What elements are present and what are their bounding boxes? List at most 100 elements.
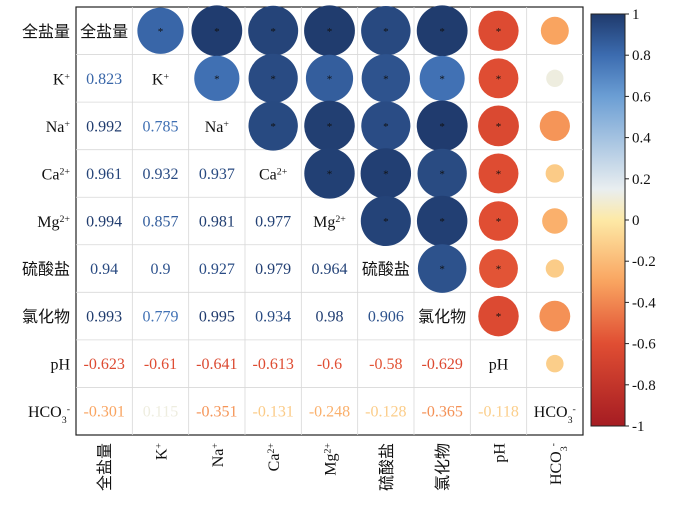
corr-value-chloride-ca: 0.934 bbox=[255, 309, 291, 326]
column-label-k: K+ bbox=[153, 443, 171, 461]
significance-marker: * bbox=[496, 26, 502, 38]
corr-value-ph-chloride: -0.629 bbox=[422, 356, 463, 373]
corr-circle-mg-ph bbox=[478, 201, 519, 241]
row-label-hco: HCO3- bbox=[28, 404, 70, 426]
corr-circle-mg-hco bbox=[542, 208, 568, 234]
diagonal-label-ca: Ca2+ bbox=[259, 166, 288, 184]
corr-value-na-k: 0.785 bbox=[143, 118, 179, 135]
corr-circle-na-hco bbox=[539, 110, 570, 141]
significance-marker: * bbox=[327, 73, 333, 85]
significance-marker: * bbox=[496, 121, 502, 133]
corr-value-hco-na: -0.351 bbox=[196, 404, 237, 421]
corr-value-ph-mg: -0.6 bbox=[317, 356, 342, 373]
corr-circle-na-sulfate bbox=[361, 101, 411, 151]
corr-circle-total-salt-sulfate bbox=[361, 6, 411, 56]
corr-value-sulfate-ca: 0.979 bbox=[255, 261, 291, 278]
colorbar-gradient bbox=[590, 13, 626, 427]
corr-circle-sulfate-chloride bbox=[417, 244, 467, 293]
significance-marker: * bbox=[270, 73, 276, 85]
corr-value-na-total-salt: 0.992 bbox=[86, 118, 122, 135]
corr-circle-k-na bbox=[194, 55, 240, 101]
corr-value-hco-k: 0.115 bbox=[143, 404, 178, 421]
corr-circle-na-mg bbox=[304, 100, 355, 152]
significance-marker: * bbox=[383, 73, 389, 85]
row-label-ph: pH bbox=[50, 357, 70, 374]
significance-marker: * bbox=[439, 26, 445, 38]
row-label-na: Na+ bbox=[46, 118, 71, 136]
row-label-mg: Mg2+ bbox=[37, 214, 70, 232]
corr-circle-total-salt-ph bbox=[478, 10, 519, 51]
diagonal-label-na: Na+ bbox=[205, 118, 230, 136]
corr-value-ca-total-salt: 0.961 bbox=[86, 166, 122, 183]
corr-circle-total-salt-k bbox=[137, 7, 184, 54]
corr-value-sulfate-total-salt: 0.94 bbox=[90, 261, 118, 278]
corr-value-chloride-total-salt: 0.993 bbox=[86, 309, 122, 326]
corr-circle-k-ca bbox=[248, 53, 298, 103]
significance-marker: * bbox=[214, 26, 220, 38]
significance-marker: * bbox=[496, 73, 502, 85]
diagonal-label-k: K+ bbox=[152, 71, 170, 89]
row-label-total-salt: 全盐量 bbox=[22, 23, 70, 41]
column-label-ca: Ca2+ bbox=[266, 443, 284, 472]
column-label-na: Na+ bbox=[209, 443, 227, 468]
significance-marker: * bbox=[383, 216, 389, 228]
corr-value-chloride-sulfate: 0.906 bbox=[368, 309, 404, 326]
significance-marker: * bbox=[496, 264, 502, 276]
colorbar-tick-label: 1 bbox=[632, 7, 640, 23]
corr-value-sulfate-k: 0.9 bbox=[151, 261, 171, 278]
significance-marker: * bbox=[327, 168, 333, 180]
significance-marker: * bbox=[383, 26, 389, 38]
grid-lines bbox=[76, 7, 583, 435]
column-label-total-salt: 全盐量 bbox=[96, 443, 114, 491]
significance-marker: * bbox=[439, 121, 445, 133]
corr-circle-na-ca bbox=[248, 101, 298, 151]
diagonal-label-sulfate: 硫酸盐 bbox=[362, 261, 410, 279]
colorbar-tick-label: 0.6 bbox=[632, 89, 651, 105]
column-label-chloride: 氯化物 bbox=[434, 443, 452, 491]
corr-circle-ca-ph bbox=[478, 153, 519, 194]
corr-value-chloride-na: 0.995 bbox=[199, 309, 235, 326]
corr-value-sulfate-na: 0.927 bbox=[199, 261, 235, 278]
column-label-sulfate: 硫酸盐 bbox=[378, 443, 396, 491]
significance-marker: * bbox=[214, 73, 220, 85]
corr-value-ca-k: 0.932 bbox=[143, 166, 179, 183]
colorbar-tick-label: -0.8 bbox=[632, 378, 656, 394]
significance-marker: * bbox=[383, 121, 389, 133]
corr-value-mg-total-salt: 0.994 bbox=[86, 214, 122, 231]
corr-value-ca-na: 0.937 bbox=[199, 166, 235, 183]
corr-circle-total-salt-na bbox=[191, 5, 243, 57]
corr-value-sulfate-mg: 0.964 bbox=[312, 261, 348, 278]
corr-circle-sulfate-ph bbox=[479, 249, 518, 288]
significance-marker: * bbox=[327, 26, 333, 38]
significance-marker: * bbox=[496, 311, 502, 323]
corr-value-ph-sulfate: -0.58 bbox=[369, 356, 402, 373]
significance-marker: * bbox=[327, 121, 333, 133]
corr-circle-sulfate-hco bbox=[545, 259, 564, 278]
corr-value-hco-ph: -0.118 bbox=[478, 404, 519, 421]
diagonal-label-total-salt: 全盐量 bbox=[80, 23, 128, 41]
corr-value-ph-ca: -0.613 bbox=[253, 356, 294, 373]
corr-circle-na-chloride bbox=[416, 100, 468, 152]
corr-circle-total-salt-chloride bbox=[416, 5, 468, 57]
corr-circle-ca-mg bbox=[304, 148, 355, 199]
significance-marker: * bbox=[270, 26, 276, 38]
corr-value-ph-total-salt: -0.623 bbox=[84, 356, 125, 373]
corr-value-hco-sulfate: -0.128 bbox=[365, 404, 406, 421]
corr-value-mg-k: 0.857 bbox=[143, 214, 179, 231]
corr-circle-total-salt-mg bbox=[304, 5, 355, 57]
matrix-cells: 全盐量 * * * * * * * 0.823 K+ * * * * * * 0.992 0.785 Na+ * * * *… bbox=[80, 5, 576, 426]
colorbar: 1 0.8 0.6 0.4 0.2 0 -0.2 -0.4 -0.6 -0.8 -1 bbox=[590, 7, 656, 435]
significance-marker: * bbox=[158, 26, 164, 38]
corr-circle-mg-sulfate bbox=[360, 195, 411, 247]
significance-marker: * bbox=[496, 168, 502, 180]
significance-marker: * bbox=[439, 264, 445, 276]
colorbar-tick-label: -0.4 bbox=[632, 295, 656, 311]
row-label-chloride: 氯化物 bbox=[22, 308, 70, 326]
colorbar-tick-label: 0.8 bbox=[632, 48, 651, 64]
corr-value-mg-na: 0.981 bbox=[199, 214, 235, 231]
colorbar-tick-label: 0.4 bbox=[632, 131, 651, 147]
significance-marker: * bbox=[439, 73, 445, 85]
corr-value-mg-ca: 0.977 bbox=[255, 214, 291, 231]
